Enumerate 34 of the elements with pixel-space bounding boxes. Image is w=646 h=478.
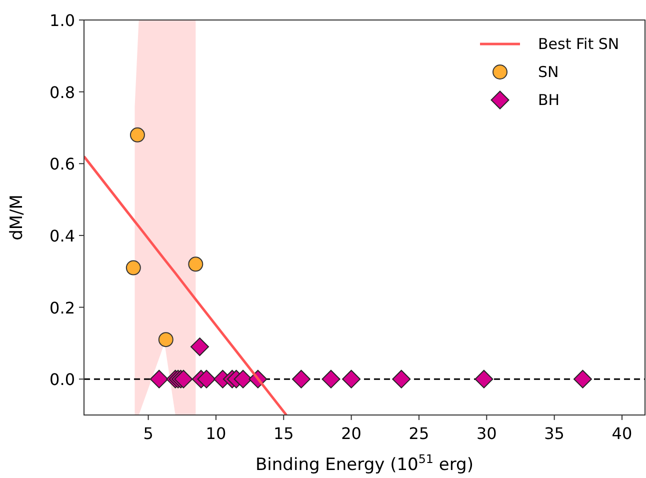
- point: [234, 370, 252, 388]
- point: [150, 370, 168, 388]
- point: [342, 370, 361, 388]
- x-tick-label: 35: [544, 424, 564, 443]
- y-tick-label: 0.2: [50, 298, 75, 318]
- y-axis-title: dM/M: [7, 194, 27, 240]
- y-tick-label: 0.6: [50, 154, 75, 174]
- x-tick-label: 25: [408, 424, 430, 443]
- line-series: [84, 155, 288, 415]
- point: [197, 370, 216, 388]
- y-tick-label: 0.0: [50, 370, 75, 390]
- point: [573, 370, 592, 388]
- x-tick-label: 5: [143, 424, 154, 443]
- point: [392, 370, 411, 388]
- point: [188, 256, 204, 272]
- x-axis-title: Binding Energy (10$^{51}$ erg): [256, 452, 474, 475]
- point: [474, 370, 494, 388]
- point: [158, 332, 174, 348]
- point: [130, 127, 145, 142]
- y-tick-label: 0.8: [50, 82, 75, 102]
- legend-label: Best Fit SN: [538, 35, 620, 53]
- point: [322, 370, 340, 388]
- x-tick-label: 10: [206, 424, 226, 443]
- x-tick-label: 40: [612, 424, 632, 443]
- point: [190, 338, 209, 356]
- point: [126, 260, 141, 276]
- legend-label: SN: [538, 63, 559, 81]
- y-tick-label: 0.4: [50, 226, 75, 246]
- y-tick-label: 1.0: [50, 11, 75, 30]
- legend-label: BH: [538, 91, 560, 109]
- point: [292, 370, 310, 388]
- x-tick-label: 20: [341, 424, 362, 443]
- x-tick-label: 15: [273, 424, 294, 443]
- x-tick-label: 30: [476, 424, 497, 443]
